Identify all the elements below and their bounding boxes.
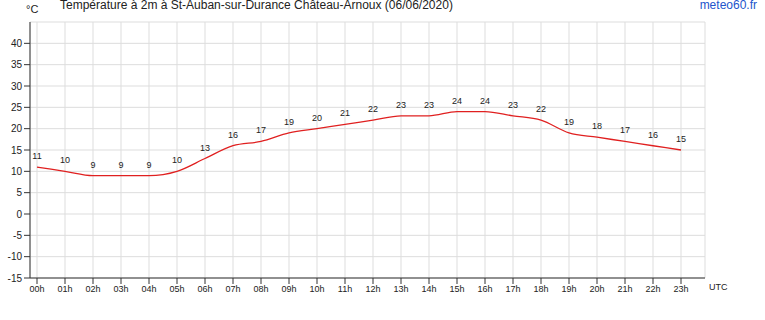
svg-text:04h: 04h <box>141 284 156 294</box>
svg-text:03h: 03h <box>113 284 128 294</box>
svg-text:10h: 10h <box>309 284 324 294</box>
svg-text:06h: 06h <box>197 284 212 294</box>
svg-text:5: 5 <box>16 187 22 198</box>
svg-text:01h: 01h <box>57 284 72 294</box>
svg-text:-15: -15 <box>8 273 22 284</box>
svg-text:10: 10 <box>11 166 23 177</box>
svg-text:9: 9 <box>146 160 151 170</box>
svg-text:20: 20 <box>11 123 23 134</box>
svg-text:08h: 08h <box>253 284 268 294</box>
svg-text:17h: 17h <box>505 284 520 294</box>
svg-text:11: 11 <box>32 151 41 161</box>
svg-text:15: 15 <box>676 134 686 144</box>
svg-text:18h: 18h <box>533 284 548 294</box>
svg-text:02h: 02h <box>85 284 100 294</box>
svg-text:09h: 09h <box>281 284 296 294</box>
svg-text:13: 13 <box>200 143 210 153</box>
svg-text:11h: 11h <box>338 284 352 294</box>
svg-text:30: 30 <box>11 81 23 92</box>
svg-text:19h: 19h <box>561 284 576 294</box>
svg-text:17: 17 <box>620 125 630 135</box>
svg-text:17: 17 <box>256 125 266 135</box>
svg-text:0: 0 <box>16 209 22 220</box>
svg-text:19: 19 <box>564 117 574 127</box>
svg-text:19: 19 <box>284 117 294 127</box>
html-text:°C: °C <box>26 3 39 15</box>
svg-text:25: 25 <box>11 102 23 113</box>
svg-text:23h: 23h <box>673 284 688 294</box>
svg-text:-5: -5 <box>13 230 22 241</box>
svg-text:07h: 07h <box>225 284 240 294</box>
svg-text:40: 40 <box>11 38 23 49</box>
svg-text:22h: 22h <box>645 284 660 294</box>
svg-text:10: 10 <box>172 155 182 165</box>
svg-text:UTC: UTC <box>709 282 728 292</box>
svg-text:16: 16 <box>648 130 658 140</box>
svg-text:24: 24 <box>452 96 462 106</box>
svg-text:35: 35 <box>11 59 23 70</box>
svg-text:9: 9 <box>90 160 95 170</box>
svg-text:24: 24 <box>480 96 490 106</box>
svg-text:14h: 14h <box>421 284 436 294</box>
svg-text:15: 15 <box>11 145 23 156</box>
svg-text:-10: -10 <box>8 251 22 262</box>
svg-text:18: 18 <box>592 121 602 131</box>
svg-text:22: 22 <box>536 104 546 114</box>
svg-text:15h: 15h <box>449 284 464 294</box>
svg-text:23: 23 <box>396 100 406 110</box>
svg-text:9: 9 <box>118 160 123 170</box>
svg-text:16: 16 <box>228 130 238 140</box>
svg-text:10: 10 <box>60 155 70 165</box>
svg-text:00h: 00h <box>29 284 44 294</box>
svg-text:20: 20 <box>312 113 322 123</box>
svg-text:12h: 12h <box>365 284 380 294</box>
svg-text:16h: 16h <box>477 284 492 294</box>
svg-text:23: 23 <box>508 100 518 110</box>
svg-text:05h: 05h <box>169 284 184 294</box>
svg-text:21: 21 <box>340 108 350 118</box>
svg-text:22: 22 <box>368 104 378 114</box>
svg-text:13h: 13h <box>393 284 408 294</box>
svg-text:20h: 20h <box>589 284 604 294</box>
svg-text:21h: 21h <box>617 284 632 294</box>
svg-text:23: 23 <box>424 100 434 110</box>
